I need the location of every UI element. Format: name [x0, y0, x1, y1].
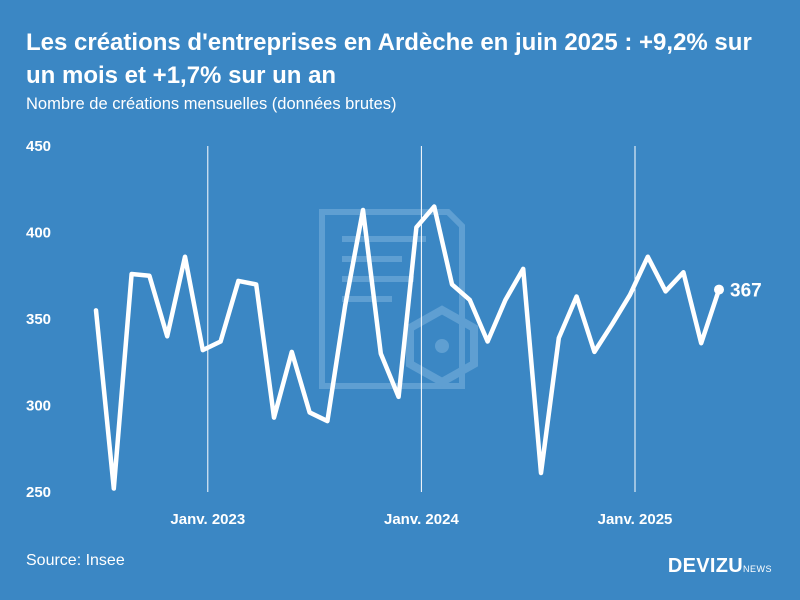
y-tick-label: 350 [26, 311, 51, 328]
logo-sub: NEWS [743, 564, 772, 574]
logo-main: DEVIZU [667, 555, 743, 577]
end-value-label: 367 [730, 281, 762, 302]
gridlines [207, 146, 636, 492]
y-axis: 250 300 350 400 450 [26, 138, 51, 501]
source-note: Source: Insee [26, 552, 125, 569]
y-tick-label: 300 [26, 398, 51, 415]
x-tick-label: Janv. 2025 [598, 511, 673, 528]
series-line [93, 204, 722, 491]
devizu-logo: DEVIZUNEWS [668, 555, 772, 578]
y-tick-label: 250 [26, 484, 51, 501]
x-tick-label: Janv. 2023 [170, 511, 245, 528]
x-tick-label: Janv. 2024 [384, 511, 459, 528]
chart-subtitle: Nombre de créations mensuelles (données … [26, 95, 397, 113]
end-point-marker [714, 284, 724, 295]
y-tick-label: 400 [26, 225, 51, 242]
y-tick-label: 450 [26, 138, 51, 155]
chart-title: Les créations d'entreprises en Ardèche e… [26, 29, 752, 89]
x-axis: Janv. 2023 Janv. 2024 Janv. 2025 [170, 511, 672, 528]
